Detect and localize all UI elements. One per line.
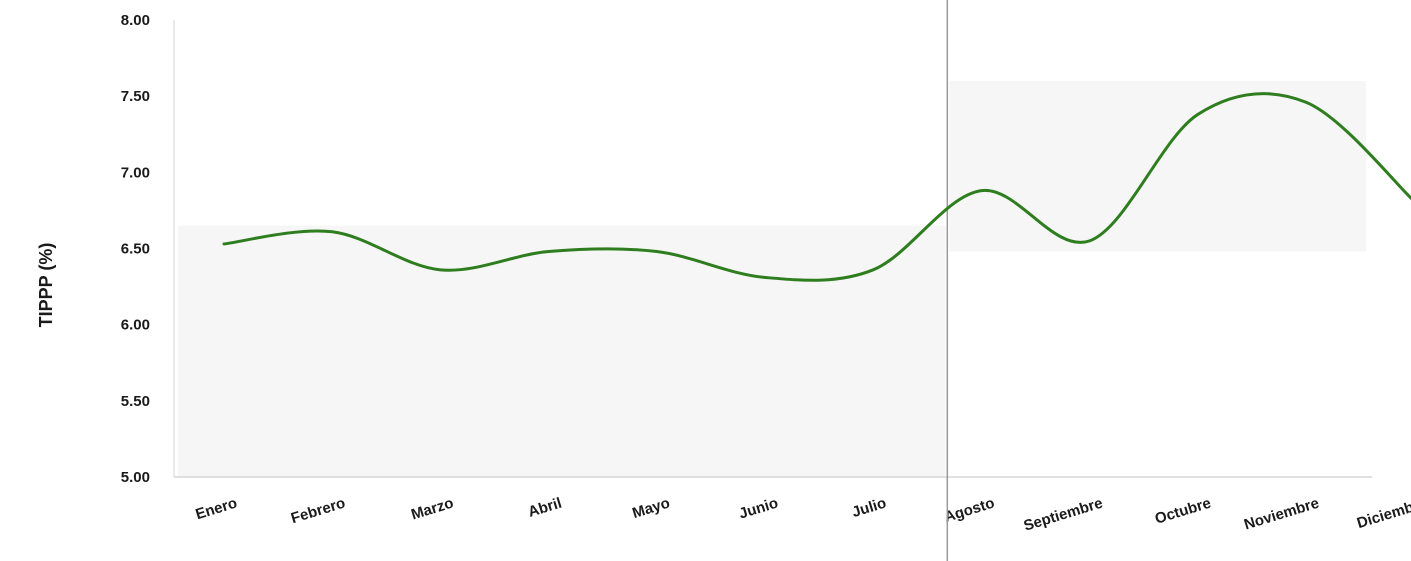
x-tick-label: Octubre: [1153, 495, 1213, 528]
y-axis-ticks: 5.00 5.50 6.00 6.50 7.00 7.50 8.00: [121, 12, 150, 486]
x-tick-label: Junio: [737, 495, 780, 523]
shaded-band: [178, 225, 946, 477]
y-tick-label: 5.50: [121, 393, 150, 410]
y-tick-label: 6.50: [121, 241, 150, 258]
x-tick-label: Septiembre: [1022, 495, 1105, 535]
x-tick-label: Diciembre: [1355, 495, 1411, 532]
series-lines: [222, 92, 1411, 282]
y-tick-label: 8.00: [121, 12, 150, 29]
x-tick-label: Agosto: [942, 495, 996, 526]
y-tick-label: 5.00: [121, 469, 150, 486]
x-tick-label: Julio: [850, 495, 888, 521]
y-tick-label: 6.00: [121, 317, 150, 334]
x-axis-ticks: Enero Febrero Marzo Abril Mayo Junio Julio Agos…: [194, 495, 1411, 535]
x-tick-label: Enero: [194, 495, 240, 524]
y-axis-title: TIPPP (%): [36, 243, 56, 328]
x-tick-label: Noviembre: [1242, 495, 1321, 534]
shaded-bands: [178, 80, 1366, 477]
y-tick-label: 7.50: [121, 88, 150, 105]
shaded-band: [949, 80, 1366, 252]
x-tick-label: Marzo: [409, 495, 455, 524]
x-tick-label: Mayo: [630, 495, 672, 522]
y-tick-label: 7.00: [121, 164, 150, 181]
x-tick-label: Abril: [526, 495, 564, 521]
series-line: [222, 92, 1411, 282]
x-tick-label: Febrero: [289, 495, 347, 528]
